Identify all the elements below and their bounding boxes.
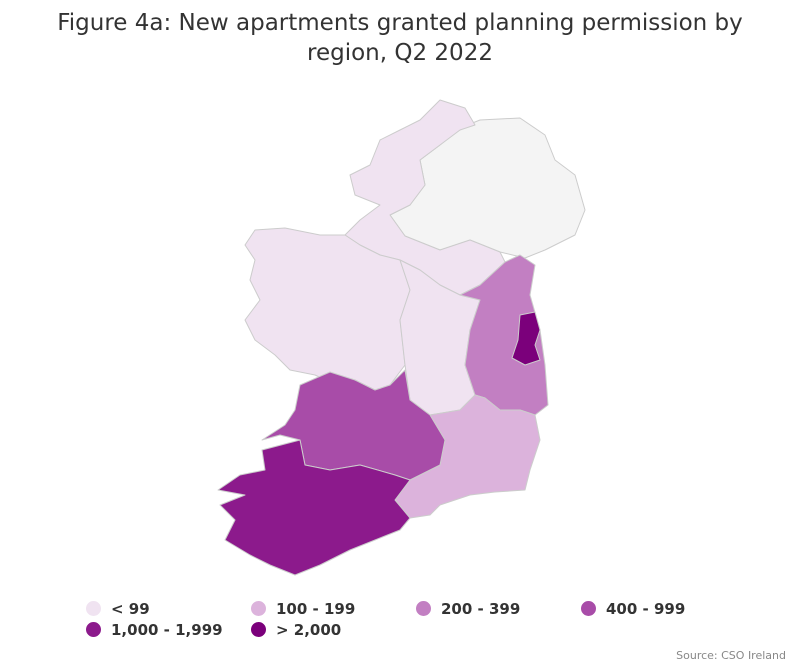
legend-swatch	[86, 622, 101, 637]
legend-item[interactable]: < 99	[80, 598, 245, 619]
map	[217, 99, 586, 576]
legend-swatch	[581, 601, 596, 616]
legend-label: 200 - 399	[441, 599, 521, 618]
legend-item[interactable]: > 2,000	[245, 619, 410, 640]
source: Source: CSO Ireland	[676, 649, 786, 662]
legend-item[interactable]: 100 - 199	[245, 598, 410, 619]
legend-label: > 2,000	[276, 620, 342, 639]
legend-item[interactable]: 1,000 - 1,999	[80, 619, 245, 640]
legend: < 99 100 - 199 200 - 399 400 - 999 1,000 - 1…	[80, 598, 740, 640]
legend-label: < 99	[111, 599, 150, 618]
region-dublin	[511, 311, 541, 366]
legend-label: 400 - 999	[606, 599, 686, 618]
legend-swatch	[251, 601, 266, 616]
legend-swatch	[251, 622, 266, 637]
legend-label: 100 - 199	[276, 599, 356, 618]
region-south-west	[217, 439, 411, 576]
legend-swatch	[86, 601, 101, 616]
title: Figure 4a: New apartments granted planni…	[57, 10, 743, 66]
legend-item[interactable]: 400 - 999	[575, 598, 740, 619]
legend-label: 1,000 - 1,999	[111, 620, 223, 639]
legend-swatch	[416, 601, 431, 616]
legend-item[interactable]: 200 - 399	[410, 598, 575, 619]
